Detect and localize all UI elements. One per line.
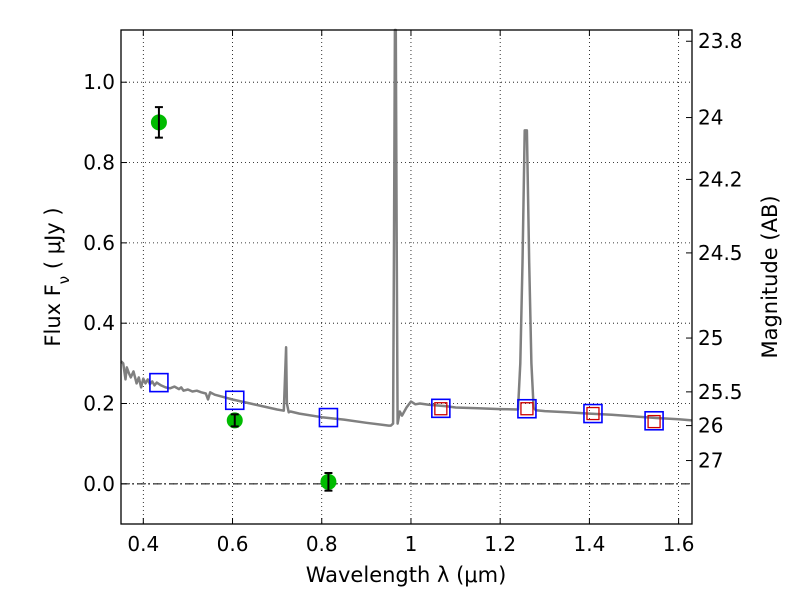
- x-tick-label-4: 1.2: [484, 532, 516, 556]
- x-tick-label-3: 1: [405, 532, 418, 556]
- x-tick-label-5: 1.4: [573, 532, 605, 556]
- model-photometry-square-6: [644, 410, 664, 431]
- model-photometry-square-3: [431, 398, 451, 419]
- x-tick-label-6: 1.6: [663, 532, 695, 556]
- plot-background: [121, 30, 692, 524]
- x-axis-label: Wavelength λ (μm): [306, 563, 507, 587]
- model-photometry-square-2: [318, 407, 339, 428]
- y-axis-label: Flux Fν ( μJy ): [41, 207, 73, 346]
- right-tick-label-2: 24.2: [698, 167, 743, 191]
- model-photometry-square-1: [224, 390, 245, 411]
- x-tick-label-2: 0.8: [306, 532, 338, 556]
- observed-red-square-1: [520, 402, 534, 416]
- x-tick-label-0: 0.4: [127, 532, 159, 556]
- plot-frame: [120, 29, 693, 525]
- y-tick-label-1: 0.2: [83, 392, 115, 416]
- y-axis-label-subscript: ν: [55, 276, 73, 284]
- series: [120, 28, 693, 492]
- observed-red-square-0: [434, 402, 448, 416]
- right-tick-label-4: 25: [698, 326, 723, 350]
- y-tick-label-2: 0.4: [83, 311, 115, 335]
- y-tick-label-3: 0.6: [83, 231, 115, 255]
- right-tick-label-0: 23.8: [698, 29, 743, 53]
- right-axis-label: Magnitude (AB): [758, 195, 782, 358]
- right-tick-label-6: 26: [698, 414, 723, 438]
- observed-red-square-3: [647, 414, 661, 429]
- right-tick-label-5: 25.5: [698, 380, 743, 404]
- x-tick-label-1: 0.6: [217, 532, 249, 556]
- model-photometry-square-4: [517, 398, 537, 419]
- model-photometry-square-0: [149, 372, 169, 393]
- spectrum-line: [120, 28, 693, 427]
- right-tick-label-7: 27: [698, 449, 723, 473]
- model-photometry-square-5: [583, 403, 603, 424]
- y-axis-label-unit: ( μJy ): [41, 207, 65, 275]
- right-tick-label-3: 24.5: [698, 241, 743, 265]
- y-tick-label-0: 0.0: [83, 472, 115, 496]
- ticks: 0.4 0.6 0.8 1 1.2 1.4 1.6 0.0 0.2 0.4 0.6 0.8 1.0 23.…: [83, 29, 742, 556]
- y-tick-label-5: 1.0: [83, 70, 115, 94]
- observed-red-square-2: [586, 406, 600, 421]
- y-axis-label-main: Flux F: [41, 284, 65, 346]
- right-tick-label-1: 24: [698, 106, 723, 130]
- y-tick-label-4: 0.8: [83, 151, 115, 175]
